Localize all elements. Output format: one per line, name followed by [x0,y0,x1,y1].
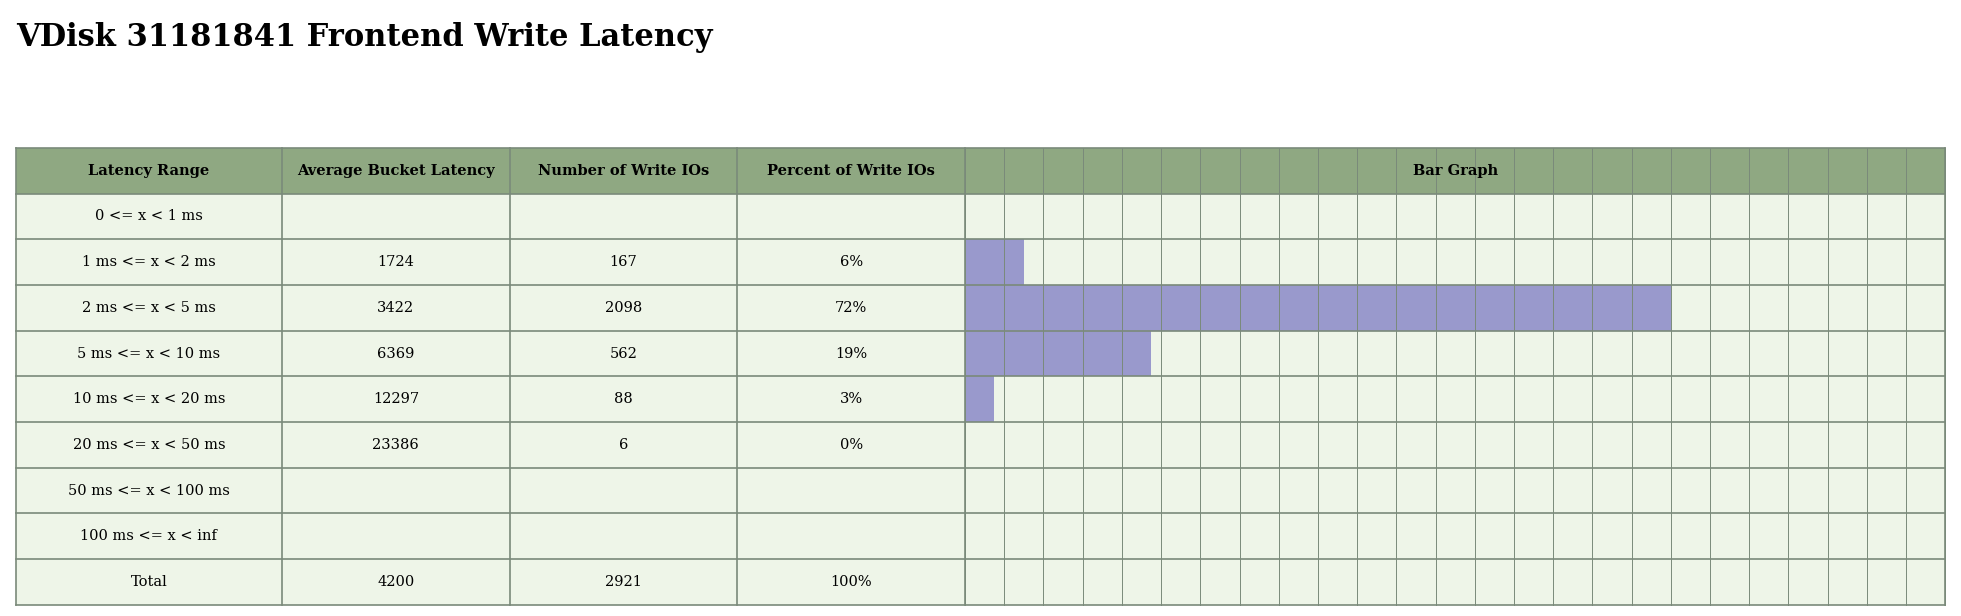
Text: 10 ms <= x < 20 ms: 10 ms <= x < 20 ms [73,392,226,406]
Text: Percent of Write IOs: Percent of Write IOs [767,164,935,177]
Text: 4200: 4200 [377,575,414,589]
Text: 50 ms <= x < 100 ms: 50 ms <= x < 100 ms [69,484,229,498]
Text: 0 <= x < 1 ms: 0 <= x < 1 ms [94,209,202,224]
Text: VDisk 31181841 Frontend Write Latency: VDisk 31181841 Frontend Write Latency [16,22,712,52]
Text: 1724: 1724 [377,255,414,269]
Text: 12297: 12297 [373,392,420,406]
Text: Number of Write IOs: Number of Write IOs [537,164,710,177]
Bar [965,285,1671,331]
Bar [510,148,737,193]
Text: Total: Total [131,575,167,589]
Text: 0%: 0% [839,438,863,452]
Text: 2098: 2098 [604,301,641,315]
Text: 100%: 100% [830,575,873,589]
Text: 19%: 19% [835,347,867,360]
Text: Average Bucket Latency: Average Bucket Latency [296,164,494,177]
Text: 72%: 72% [835,301,867,315]
Text: 3422: 3422 [377,301,414,315]
Text: Bar Graph: Bar Graph [1412,164,1498,177]
Text: 23386: 23386 [373,438,420,452]
Text: 88: 88 [614,392,633,406]
Bar [16,376,1945,422]
Text: 6%: 6% [839,255,863,269]
Bar [965,376,994,422]
Bar [16,285,1945,331]
Text: 3%: 3% [839,392,863,406]
Bar [965,148,1945,193]
Bar [965,239,1024,285]
Bar [16,468,1945,514]
Bar [282,148,510,193]
Text: 6369: 6369 [377,347,414,360]
Bar [16,239,1945,285]
Bar [965,331,1151,376]
Text: 562: 562 [610,347,637,360]
Text: 1 ms <= x < 2 ms: 1 ms <= x < 2 ms [82,255,216,269]
Text: 6: 6 [620,438,628,452]
Bar [16,514,1945,559]
Text: 2 ms <= x < 5 ms: 2 ms <= x < 5 ms [82,301,216,315]
Bar [737,148,965,193]
Bar [16,559,1945,605]
Text: 167: 167 [610,255,637,269]
Text: 20 ms <= x < 50 ms: 20 ms <= x < 50 ms [73,438,226,452]
Text: Latency Range: Latency Range [88,164,210,177]
Bar [16,331,1945,376]
Text: 100 ms <= x < inf: 100 ms <= x < inf [80,529,218,543]
Bar [16,148,282,193]
Text: 5 ms <= x < 10 ms: 5 ms <= x < 10 ms [76,347,220,360]
Bar [16,193,1945,239]
Text: 2921: 2921 [606,575,641,589]
Bar [16,422,1945,468]
